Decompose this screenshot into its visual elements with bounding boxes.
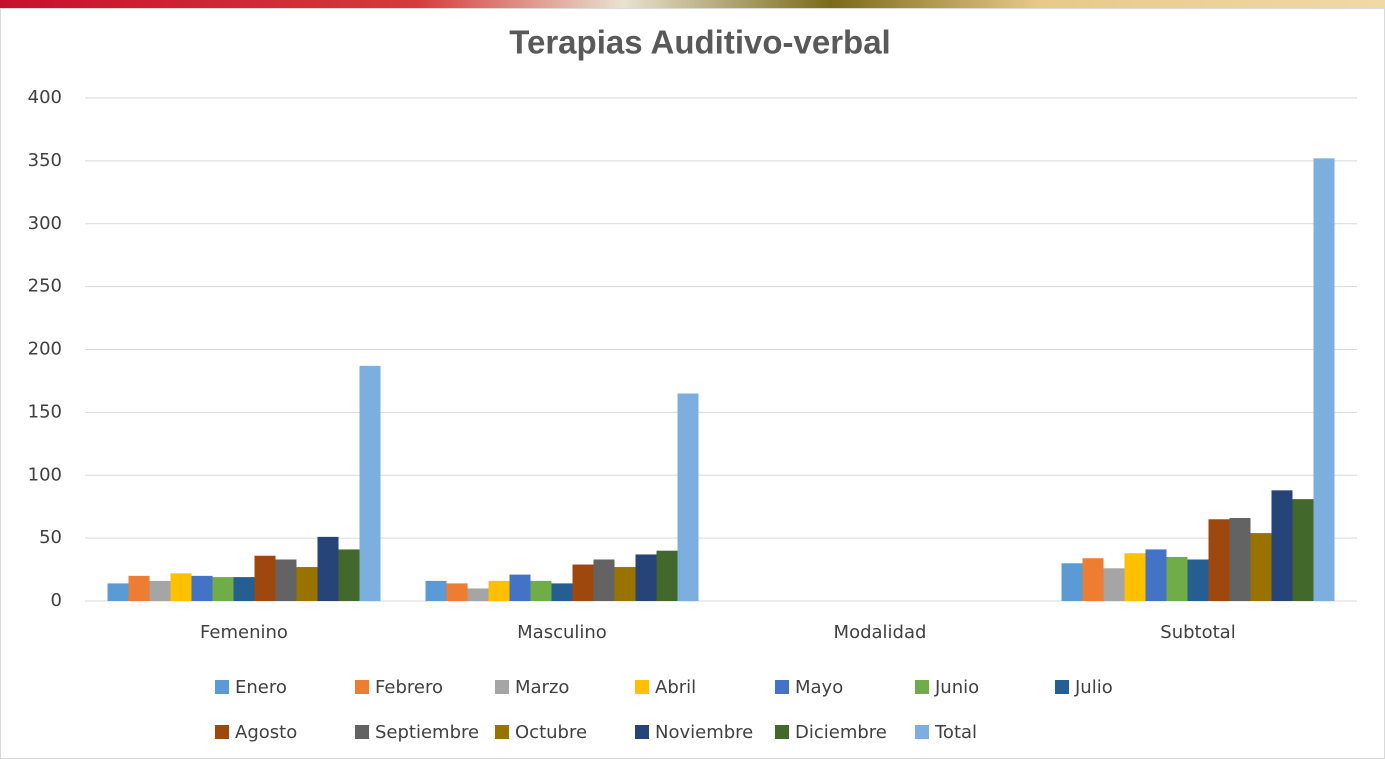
bar — [212, 577, 234, 601]
bar — [149, 580, 171, 601]
bar — [1208, 519, 1230, 601]
bar — [275, 559, 297, 601]
legend-label: Agosto — [235, 722, 297, 743]
legend-swatch — [1055, 680, 1069, 694]
legend-label: Julio — [1074, 677, 1113, 698]
bar — [128, 575, 150, 601]
bar — [551, 583, 573, 601]
bar — [635, 554, 657, 601]
bar — [656, 550, 678, 601]
bar — [254, 555, 276, 601]
bar — [467, 588, 489, 601]
legend-label: Total — [934, 722, 977, 743]
legend-swatch — [915, 725, 929, 739]
bar — [446, 583, 468, 601]
y-tick-label: 350 — [28, 150, 62, 171]
chart-border — [0, 8, 1385, 759]
legend-label: Marzo — [515, 677, 569, 698]
legend-swatch — [635, 680, 649, 694]
header-band — [0, 0, 1385, 8]
bar — [530, 580, 552, 601]
bar — [359, 365, 381, 601]
legend-swatch — [495, 725, 509, 739]
legend-swatch — [215, 680, 229, 694]
y-tick-label: 0 — [51, 590, 62, 611]
legend-label: Diciembre — [795, 722, 887, 743]
legend-label: Mayo — [795, 677, 843, 698]
bar — [1103, 568, 1125, 601]
x-tick-label: Femenino — [200, 622, 288, 643]
bar — [1061, 563, 1083, 601]
legend-label: Enero — [235, 677, 287, 698]
bar — [509, 574, 531, 601]
bar — [1313, 158, 1335, 602]
legend-swatch — [215, 725, 229, 739]
legend-label: Noviembre — [655, 722, 753, 743]
legend-label: Febrero — [375, 677, 443, 698]
bar — [1145, 549, 1167, 601]
bar — [1082, 558, 1104, 601]
bar — [233, 577, 255, 601]
bar — [317, 536, 339, 601]
bar — [1250, 533, 1272, 601]
legend-swatch — [355, 680, 369, 694]
bar — [677, 393, 699, 601]
x-tick-label: Modalidad — [834, 622, 927, 643]
bar — [1271, 490, 1293, 601]
legend-swatch — [635, 725, 649, 739]
y-tick-label: 50 — [39, 527, 62, 548]
y-tick-label: 150 — [28, 401, 62, 422]
legend-swatch — [915, 680, 929, 694]
bar — [296, 567, 318, 601]
x-tick-label: Masculino — [517, 622, 607, 643]
bar — [1292, 499, 1314, 601]
bar — [1229, 518, 1251, 601]
y-tick-label: 300 — [28, 213, 62, 234]
legend-label: Octubre — [515, 722, 587, 743]
legend-swatch — [355, 725, 369, 739]
bar — [425, 580, 447, 601]
bar — [107, 583, 129, 601]
bar — [593, 559, 615, 601]
legend-swatch — [775, 725, 789, 739]
y-tick-label: 200 — [28, 339, 62, 360]
chart-title: Terapias Auditivo-verbal — [509, 24, 890, 61]
bar — [1124, 553, 1146, 601]
x-tick-label: Subtotal — [1160, 622, 1235, 643]
legend-label: Septiembre — [375, 722, 479, 743]
bar — [338, 549, 360, 601]
bar — [488, 580, 510, 601]
legend-swatch — [775, 680, 789, 694]
bar — [1187, 559, 1209, 601]
y-tick-label: 400 — [28, 87, 62, 108]
bar — [614, 567, 636, 601]
legend-swatch — [495, 680, 509, 694]
y-tick-label: 100 — [28, 464, 62, 485]
bar — [170, 573, 192, 601]
legend-label: Junio — [934, 677, 979, 698]
bar — [572, 564, 594, 601]
bar — [1166, 556, 1188, 601]
y-tick-label: 250 — [28, 276, 62, 297]
bar — [191, 575, 213, 601]
legend-label: Abril — [655, 677, 696, 698]
